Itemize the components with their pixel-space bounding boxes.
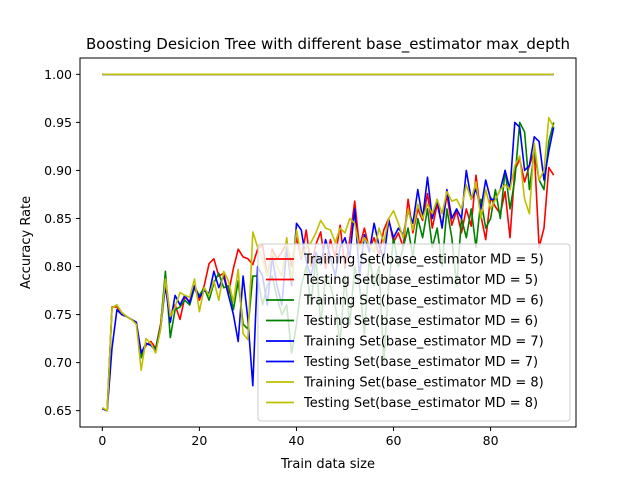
legend-label: Training Set(base_estimator MD = 5) [303, 253, 544, 268]
y-tick-label: 0.80 [44, 259, 72, 274]
x-tick-label: 80 [483, 433, 499, 448]
y-tick-label: 1.00 [44, 67, 72, 82]
series-layer [101, 73, 555, 412]
x-axis-ticks: 0 20 40 60 80 [98, 427, 499, 448]
x-tick-label: 40 [289, 433, 305, 448]
chart-title: Boosting Desicion Tree with different ba… [86, 35, 570, 54]
legend-box [257, 243, 571, 422]
legend-label: Testing Set(base_estimator MD = 6) [303, 314, 538, 329]
x-tick-label: 60 [386, 433, 402, 448]
legend-label: Testing Set(base_estimator MD = 7) [303, 355, 538, 370]
legend: Training Set(base_estimator MD = 5) Testi… [257, 243, 571, 422]
y-tick-label: 0.85 [44, 211, 72, 226]
y-tick-label: 0.75 [44, 307, 72, 322]
y-tick-label: 0.90 [44, 163, 72, 178]
plot-frame [79, 57, 577, 428]
legend-label: Training Set(base_estimator MD = 6) [303, 294, 544, 309]
y-tick-label: 0.95 [44, 115, 72, 130]
series-line-8 [101, 116, 555, 412]
legend-label: Training Set(base_estimator MD = 7) [303, 335, 544, 350]
legend-label: Training Set(base_estimator MD = 8) [303, 376, 544, 391]
y-tick-label: 0.70 [44, 355, 72, 370]
legend-label: Testing Set(base_estimator MD = 8) [303, 396, 538, 411]
legend-label: Testing Set(base_estimator MD = 5) [303, 273, 538, 288]
x-tick-label: 20 [191, 433, 207, 448]
y-tick-label: 0.65 [44, 403, 72, 418]
x-tick-label: 0 [98, 433, 106, 448]
y-axis-label: Accuracy Rate [19, 196, 34, 289]
x-axis-label: Train data size [280, 457, 375, 472]
y-axis-ticks: 0.65 0.70 0.75 0.80 0.85 0.90 0.95 1.00 [44, 67, 80, 418]
